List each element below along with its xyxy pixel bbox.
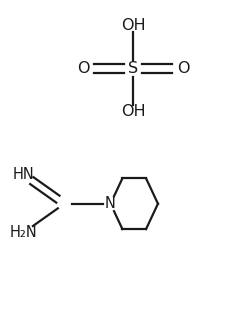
- Text: O: O: [76, 61, 89, 76]
- Text: O: O: [176, 61, 188, 76]
- Text: HN: HN: [12, 167, 34, 182]
- Text: S: S: [128, 61, 138, 76]
- Text: OH: OH: [120, 18, 145, 33]
- Text: OH: OH: [120, 104, 145, 119]
- Text: N: N: [105, 196, 116, 211]
- Text: H₂N: H₂N: [9, 226, 37, 240]
